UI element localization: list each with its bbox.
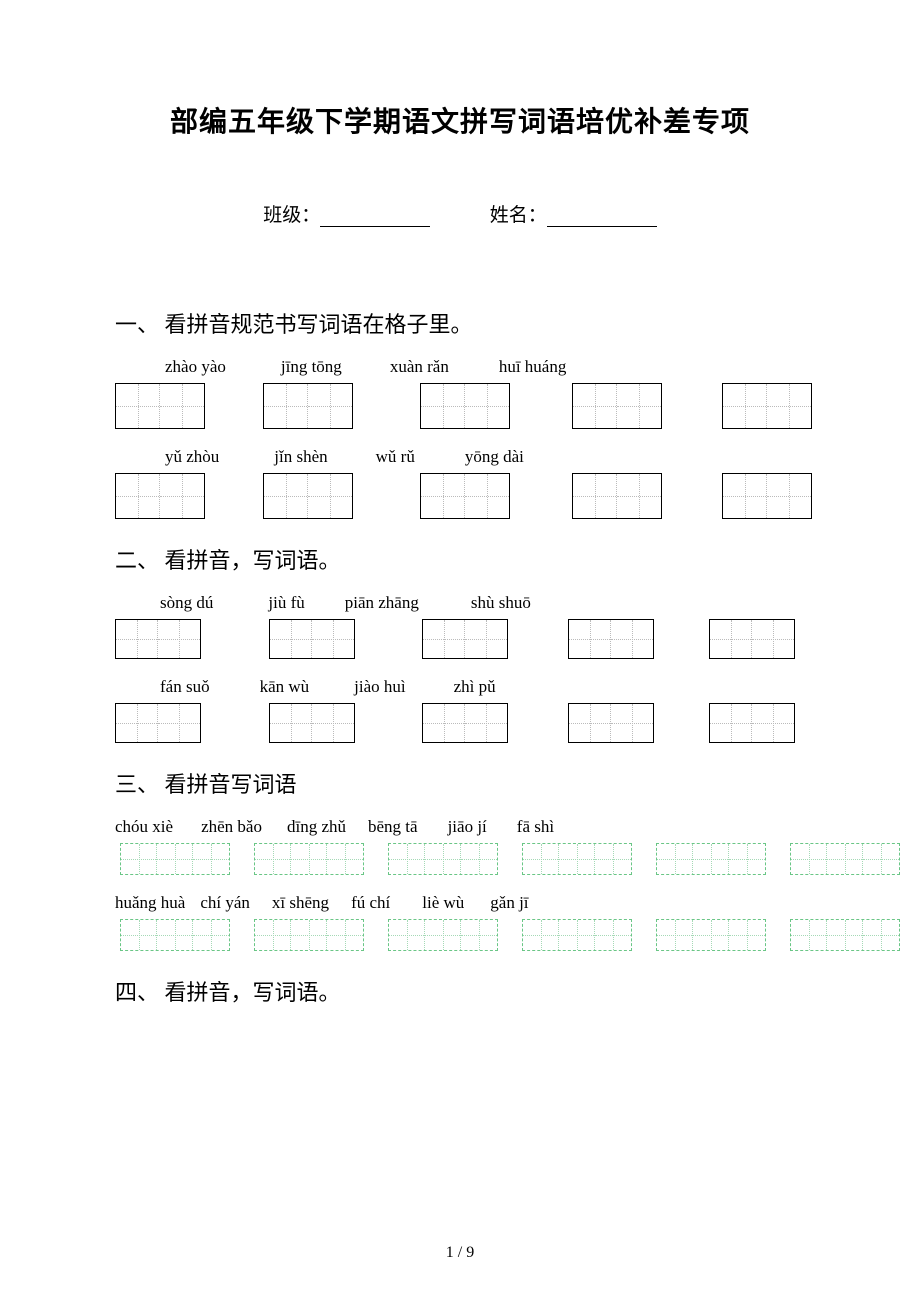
pinyin-label: gǎn jī bbox=[490, 893, 528, 913]
tianzi-box[interactable] bbox=[120, 843, 230, 875]
tianzi-box[interactable] bbox=[115, 383, 205, 429]
tianzi-box[interactable] bbox=[568, 619, 654, 659]
pinyin-row: huǎng huà chí yán xī shēng fú chí liè wù gǎn … bbox=[115, 893, 805, 913]
tianzi-box[interactable] bbox=[656, 919, 766, 951]
tianzi-box[interactable] bbox=[572, 383, 662, 429]
tianzi-box[interactable] bbox=[790, 843, 900, 875]
page-number: 1 / 9 bbox=[0, 1244, 920, 1262]
box-row bbox=[115, 703, 805, 743]
pinyin-label: chí yán bbox=[200, 893, 250, 913]
tianzi-box[interactable] bbox=[422, 703, 508, 743]
pinyin-label: jiāo jí bbox=[448, 817, 487, 837]
box-row bbox=[115, 383, 805, 429]
pinyin-label: jīng tōng bbox=[281, 357, 342, 377]
pinyin-label: zhào yào bbox=[165, 357, 226, 377]
pinyin-label: jǐn shèn bbox=[274, 447, 327, 467]
tianzi-box[interactable] bbox=[263, 383, 353, 429]
box-row bbox=[115, 843, 805, 875]
pinyin-label: yǔ zhòu bbox=[165, 447, 219, 467]
section-1-heading: 一、 看拼音规范书写词语在格子里。 bbox=[115, 307, 805, 339]
pinyin-row: chóu xiè zhēn bǎo dīng zhǔ bēng tā jiāo jí fā… bbox=[115, 817, 805, 837]
tianzi-box[interactable] bbox=[269, 619, 355, 659]
section-2-heading: 二、 看拼音，写词语。 bbox=[115, 543, 805, 575]
tianzi-box[interactable] bbox=[572, 473, 662, 519]
pinyin-label: fā shì bbox=[517, 817, 554, 837]
class-blank[interactable] bbox=[320, 209, 430, 227]
tianzi-box[interactable] bbox=[722, 473, 812, 519]
pinyin-label: kān wù bbox=[260, 677, 310, 697]
pinyin-label: dīng zhǔ bbox=[287, 817, 346, 837]
tianzi-box[interactable] bbox=[254, 843, 364, 875]
tianzi-box[interactable] bbox=[422, 619, 508, 659]
tianzi-box[interactable] bbox=[388, 919, 498, 951]
tianzi-box[interactable] bbox=[568, 703, 654, 743]
pinyin-label: shù shuō bbox=[471, 593, 531, 613]
tianzi-box[interactable] bbox=[656, 843, 766, 875]
pinyin-label: zhēn bǎo bbox=[201, 817, 262, 837]
tianzi-box[interactable] bbox=[263, 473, 353, 519]
tianzi-box[interactable] bbox=[522, 919, 632, 951]
pinyin-label: fú chí bbox=[351, 893, 390, 913]
pinyin-label: jiào huì bbox=[354, 677, 405, 697]
name-blank[interactable] bbox=[547, 209, 657, 227]
info-row: 班级： 姓名： bbox=[115, 200, 805, 227]
tianzi-box[interactable] bbox=[388, 843, 498, 875]
tianzi-box[interactable] bbox=[722, 383, 812, 429]
tianzi-box[interactable] bbox=[115, 703, 201, 743]
section-4-heading: 四、 看拼音，写词语。 bbox=[115, 975, 805, 1007]
tianzi-box[interactable] bbox=[120, 919, 230, 951]
pinyin-label: zhì pǔ bbox=[454, 677, 496, 697]
tianzi-box[interactable] bbox=[269, 703, 355, 743]
tianzi-box[interactable] bbox=[709, 703, 795, 743]
tianzi-box[interactable] bbox=[790, 919, 900, 951]
pinyin-label: piān zhāng bbox=[345, 593, 419, 613]
pinyin-label: bēng tā bbox=[368, 817, 418, 837]
pinyin-label: xuàn rǎn bbox=[390, 357, 449, 377]
section-3-heading: 三、 看拼音写词语 bbox=[115, 767, 805, 799]
name-label: 姓名： bbox=[490, 200, 547, 227]
pinyin-label: yōng dài bbox=[465, 447, 524, 467]
pinyin-label: sòng dú bbox=[160, 593, 213, 613]
pinyin-row: fán suǒ kān wù jiào huì zhì pǔ bbox=[135, 677, 805, 697]
pinyin-label: huǎng huà bbox=[115, 893, 185, 913]
pinyin-label: jiù fù bbox=[268, 593, 304, 613]
box-row bbox=[115, 473, 805, 519]
pinyin-label: fán suǒ bbox=[160, 677, 210, 697]
pinyin-row: yǔ zhòu jǐn shèn wǔ rǔ yōng dài bbox=[135, 447, 805, 467]
pinyin-label: liè wù bbox=[422, 893, 464, 913]
tianzi-box[interactable] bbox=[115, 619, 201, 659]
pinyin-row: zhào yào jīng tōng xuàn rǎn huī huáng bbox=[135, 357, 805, 377]
class-label: 班级： bbox=[263, 200, 320, 227]
tianzi-box[interactable] bbox=[254, 919, 364, 951]
tianzi-box[interactable] bbox=[522, 843, 632, 875]
box-row bbox=[115, 919, 805, 951]
pinyin-label: chóu xiè bbox=[115, 817, 173, 837]
tianzi-box[interactable] bbox=[115, 473, 205, 519]
tianzi-box[interactable] bbox=[420, 473, 510, 519]
pinyin-label: huī huáng bbox=[499, 357, 567, 377]
tianzi-box[interactable] bbox=[420, 383, 510, 429]
box-row bbox=[115, 619, 805, 659]
pinyin-row: sòng dú jiù fù piān zhāng shù shuō bbox=[135, 593, 805, 613]
pinyin-label: wǔ rǔ bbox=[376, 447, 415, 467]
page-title: 部编五年级下学期语文拼写词语培优补差专项 bbox=[115, 100, 805, 140]
pinyin-label: xī shēng bbox=[272, 893, 329, 913]
tianzi-box[interactable] bbox=[709, 619, 795, 659]
